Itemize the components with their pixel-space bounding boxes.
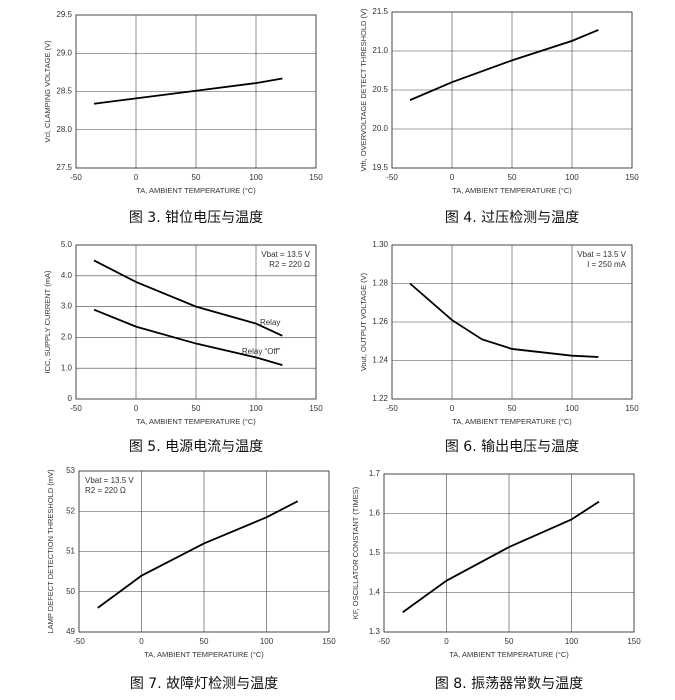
x-tick-label: 50 bbox=[505, 637, 514, 646]
x-tick-label: 150 bbox=[625, 404, 639, 413]
y-tick-label: 20.0 bbox=[372, 124, 388, 133]
x-tick-label: -50 bbox=[73, 637, 85, 646]
x-tick-label: 100 bbox=[565, 404, 579, 413]
y-tick-label: 1.24 bbox=[372, 356, 388, 365]
x-tick-label: 50 bbox=[508, 173, 517, 182]
y-tick-label: 2.0 bbox=[61, 333, 73, 342]
figure-caption: 图 6. 输出电压与温度 bbox=[445, 439, 579, 455]
data-line bbox=[409, 282, 599, 358]
x-tick-label: 100 bbox=[565, 637, 579, 646]
y-tick-label: 50 bbox=[66, 587, 75, 596]
x-tick-label: 0 bbox=[444, 637, 449, 646]
x-tick-label: 50 bbox=[200, 637, 209, 646]
y-tick-label: 1.5 bbox=[369, 548, 381, 557]
annotation: R2 = 220 Ω bbox=[269, 260, 310, 269]
y-tick-label: 29.5 bbox=[56, 10, 72, 19]
y-tick-label: 1.0 bbox=[61, 363, 73, 372]
series-label: Relay bbox=[260, 318, 280, 327]
y-axis-label: ICC, SUPPLY CURRENT (mA) bbox=[43, 270, 52, 373]
data-line bbox=[402, 500, 600, 613]
y-tick-label: 1.26 bbox=[372, 317, 388, 326]
x-tick-label: 150 bbox=[309, 173, 323, 182]
x-tick-label: 0 bbox=[450, 173, 455, 182]
figure-caption: 图 4. 过压检测与温度 bbox=[445, 210, 579, 226]
y-axis-label: LAMP DEFECT DETECTION THRESHOLD (mV) bbox=[46, 469, 55, 634]
y-tick-label: 49 bbox=[66, 627, 75, 636]
data-line bbox=[93, 77, 283, 105]
x-axis-label: TA, AMBIENT TEMPERATURE (°C) bbox=[449, 650, 569, 659]
x-tick-label: 150 bbox=[322, 637, 336, 646]
y-tick-label: 3.0 bbox=[61, 302, 73, 311]
annotation: R2 = 220 Ω bbox=[85, 486, 126, 495]
x-tick-label: 50 bbox=[508, 404, 517, 413]
y-tick-label: 5.0 bbox=[61, 240, 73, 249]
data-line bbox=[93, 308, 283, 366]
figure-caption: 图 7. 故障灯检测与温度 bbox=[130, 676, 278, 692]
y-tick-label: 20.5 bbox=[372, 85, 388, 94]
x-tick-label: -50 bbox=[70, 173, 82, 182]
x-tick-label: 100 bbox=[249, 404, 263, 413]
x-tick-label: 0 bbox=[450, 404, 455, 413]
x-axis-label: TA, AMBIENT TEMPERATURE (°C) bbox=[136, 186, 256, 195]
y-tick-label: 1.3 bbox=[369, 627, 381, 636]
x-axis-label: TA, AMBIENT TEMPERATURE (°C) bbox=[452, 186, 572, 195]
y-tick-label: 51 bbox=[66, 547, 75, 556]
y-tick-label: 21.5 bbox=[372, 7, 388, 16]
x-tick-label: 150 bbox=[625, 173, 639, 182]
y-tick-label: 1.22 bbox=[372, 394, 388, 403]
x-tick-label: 150 bbox=[627, 637, 641, 646]
x-tick-label: 100 bbox=[565, 173, 579, 182]
data-line bbox=[97, 500, 299, 609]
y-tick-label: 52 bbox=[66, 506, 75, 515]
figure-caption: 图 3. 钳位电压与温度 bbox=[129, 210, 263, 226]
x-axis-label: TA, AMBIENT TEMPERATURE (°C) bbox=[136, 417, 256, 426]
y-tick-label: 28.0 bbox=[56, 125, 72, 134]
y-tick-label: 1.6 bbox=[369, 509, 381, 518]
y-axis-label: Vcl, CLAMPING VOLTAGE (V) bbox=[43, 40, 52, 143]
y-tick-label: 4.0 bbox=[61, 271, 73, 280]
x-tick-label: 100 bbox=[260, 637, 274, 646]
data-line bbox=[93, 259, 283, 337]
x-tick-label: 50 bbox=[192, 173, 201, 182]
x-axis-label: TA, AMBIENT TEMPERATURE (°C) bbox=[144, 650, 264, 659]
x-tick-label: -50 bbox=[70, 404, 82, 413]
annotation: Vbat = 13.5 V bbox=[261, 250, 310, 259]
y-tick-label: 53 bbox=[66, 466, 75, 475]
y-tick-label: 28.5 bbox=[56, 87, 72, 96]
y-tick-label: 19.5 bbox=[372, 163, 388, 172]
x-tick-label: 100 bbox=[249, 173, 263, 182]
x-tick-label: 50 bbox=[192, 404, 201, 413]
y-tick-label: 1.4 bbox=[369, 588, 381, 597]
y-tick-label: 1.28 bbox=[372, 279, 388, 288]
y-axis-label: Vth, OVERVOLTAGE DETECT THRESHOLD (V) bbox=[359, 8, 368, 172]
annotation: Vbat = 13.5 V bbox=[577, 250, 626, 259]
annotation: Vbat = 13.5 V bbox=[85, 476, 134, 485]
x-tick-label: -50 bbox=[378, 637, 390, 646]
series-label: Relay “Off” bbox=[242, 347, 281, 356]
y-axis-label: KF, OSCILLATOR CONSTANT (TIMES) bbox=[351, 486, 360, 619]
data-line bbox=[409, 29, 599, 101]
y-axis-label: Vout, OUTPUT VOLTAGE (V) bbox=[359, 272, 368, 371]
y-tick-label: 1.7 bbox=[369, 469, 381, 478]
y-tick-label: 21.0 bbox=[372, 46, 388, 55]
y-tick-label: 27.5 bbox=[56, 163, 72, 172]
annotation: I = 250 mA bbox=[587, 260, 627, 269]
x-tick-label: 0 bbox=[134, 404, 139, 413]
x-tick-label: -50 bbox=[386, 173, 398, 182]
y-tick-label: 29.0 bbox=[56, 48, 72, 57]
figure-caption: 图 5. 电源电流与温度 bbox=[129, 439, 263, 455]
x-tick-label: 150 bbox=[309, 404, 323, 413]
y-tick-label: 0 bbox=[68, 394, 73, 403]
x-tick-label: 0 bbox=[134, 173, 139, 182]
y-tick-label: 1.30 bbox=[372, 240, 388, 249]
x-axis-label: TA, AMBIENT TEMPERATURE (°C) bbox=[452, 417, 572, 426]
x-tick-label: -50 bbox=[386, 404, 398, 413]
x-tick-label: 0 bbox=[139, 637, 144, 646]
figure-caption: 图 8. 振荡器常数与温度 bbox=[435, 676, 583, 692]
